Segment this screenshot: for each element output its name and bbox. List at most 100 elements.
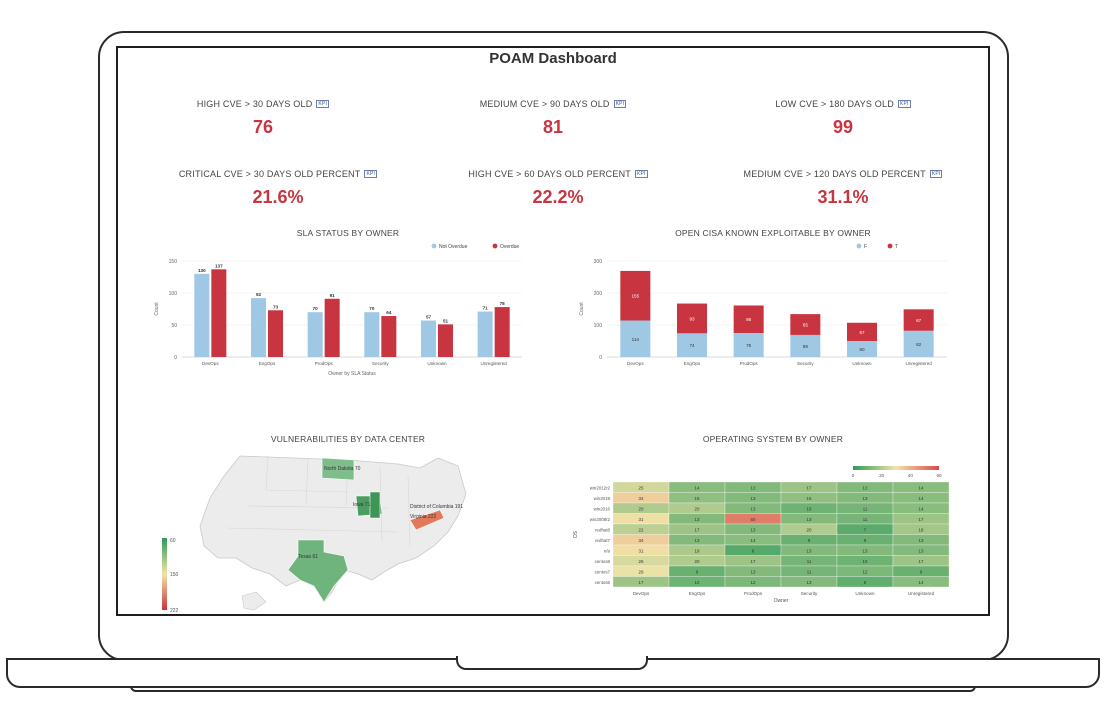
- laptop-notch: [456, 656, 648, 670]
- heatmap-cell-value: 12: [863, 569, 868, 574]
- heatmap-cell-value: 13: [863, 485, 868, 490]
- heatmap-cell-value: 10: [863, 559, 868, 564]
- heatmap-cell-value: 9: [696, 569, 699, 574]
- heatmap-cell-value: 13: [695, 538, 700, 543]
- heatmap-legend-tick: 40: [908, 473, 914, 478]
- y-tick-label: win2012r2: [590, 485, 611, 490]
- heatmap-cell-value: 34: [639, 496, 644, 501]
- y-tick-label: centos7: [595, 569, 611, 574]
- heatmap-cell-value: 20: [807, 527, 812, 532]
- heatmap-cell-value: 9: [808, 538, 811, 543]
- heatmap-cell-value: 14: [919, 506, 924, 511]
- x-tick-label: Security: [797, 361, 814, 366]
- heatmap-cell-value: 22: [639, 527, 644, 532]
- kpi-high-cve-30[interactable]: HIGH CVE > 30 DAYS OLD KPI 76: [118, 94, 408, 138]
- heatmap-cell: [892, 576, 950, 588]
- x-tick-label: Unknown: [427, 361, 447, 366]
- heatmap-cell-value: 13: [863, 496, 868, 501]
- y-tick-label: 50: [171, 323, 177, 329]
- map-labels: North Dakota 70 Iowa 71 District of Colu…: [298, 466, 463, 560]
- cisa-chart-title: OPEN CISA KNOWN EXPLOITABLE BY OWNER: [675, 228, 871, 238]
- heatmap-cell-value: 6: [752, 548, 755, 553]
- data-center-map: North Dakota 70 Iowa 71 District of Colu…: [162, 455, 467, 614]
- x-tick-label: Unregistered: [481, 361, 508, 366]
- y-tick-label: win2008r2: [590, 517, 611, 522]
- kpi-badge-icon: KPI: [897, 100, 911, 108]
- heatmap-cell-value: 14: [695, 485, 700, 490]
- y-tick-label: n/a: [604, 548, 611, 553]
- bar: [847, 322, 877, 341]
- map-title: VULNERABILITIES BY DATA CENTER: [270, 434, 426, 444]
- heatmap-cell-value: 17: [695, 527, 700, 532]
- kpi-badge-icon: KPI: [634, 170, 648, 178]
- map-legend-tick: 60: [170, 538, 176, 544]
- y-tick-label: win2019: [594, 496, 611, 501]
- heatmap-cell-value: 13: [919, 538, 924, 543]
- x-axis-label: Owner: [774, 598, 789, 604]
- kpi-value: 99: [832, 117, 854, 137]
- y-tick-label: 100: [169, 291, 178, 297]
- bar: [307, 312, 323, 357]
- bar-value-label: 67: [916, 318, 922, 323]
- bar-value-label: 64: [386, 310, 392, 315]
- x-tick-label: EngOps: [259, 361, 276, 366]
- heatmap-cell-value: 13: [807, 517, 812, 522]
- kpi-high-cve-60-percent[interactable]: HIGH CVE > 60 DAYS OLD PERCENT KPI 22.2%: [413, 164, 703, 208]
- page-title: POAM Dashboard: [489, 50, 617, 67]
- bar: [847, 341, 877, 357]
- kpi-label: HIGH CVE > 60 DAYS OLD PERCENT: [468, 169, 631, 179]
- heatmap-cell-value: 11: [863, 517, 868, 522]
- x-tick-label: ProdOps: [740, 361, 759, 366]
- bar: [324, 298, 340, 357]
- y-axis-label: Count: [154, 302, 160, 316]
- bar: [620, 270, 651, 321]
- y-tick-label: redhat7: [595, 538, 610, 543]
- heatmap-cell-value: 31: [639, 517, 644, 522]
- kpi-low-cve-180[interactable]: LOW CVE > 180 DAYS OLD KPI 99: [698, 94, 988, 138]
- bar-value-label: 51: [443, 318, 449, 323]
- bar-value-label: 74: [689, 343, 695, 348]
- x-tick-label: ProdOps: [315, 361, 334, 366]
- kpi-label: HIGH CVE > 30 DAYS OLD: [196, 99, 313, 109]
- heatmap-title: OPERATING SYSTEM BY OWNER: [702, 434, 844, 444]
- x-tick-label: DevOps: [202, 361, 219, 366]
- bar-value-label: 70: [313, 306, 319, 311]
- legend-label: F: [864, 244, 867, 250]
- kpi-critical-cve-30-percent[interactable]: CRITICAL CVE > 30 DAYS OLD PERCENT KPI 21…: [133, 164, 423, 208]
- sla-chart-title: SLA STATUS BY OWNER: [296, 228, 400, 238]
- legend-label: Not Overdue: [439, 244, 468, 250]
- heatmap-cell-value: 9: [864, 538, 867, 543]
- heatmap-cell-value: 20: [695, 506, 700, 511]
- kpi-medium-cve-120-percent[interactable]: MEDIUM CVE > 120 DAYS OLD PERCENT KPI 31.…: [698, 164, 988, 208]
- map-label: Iowa 71: [353, 502, 371, 508]
- heatmap-cell-value: 17: [919, 517, 924, 522]
- map-legend-tick: 222: [170, 608, 179, 614]
- map-label: Virginia 222: [410, 514, 437, 520]
- x-tick-label: Unregistered: [906, 361, 933, 366]
- bar-value-label: 114: [632, 337, 640, 342]
- bar: [790, 334, 821, 357]
- x-tick-label: DevOps: [633, 591, 650, 596]
- heatmap-cell-value: 13: [751, 506, 756, 511]
- heatmap-cell-value: 50: [751, 517, 756, 522]
- heatmap-cell-value: 13: [751, 485, 756, 490]
- heatmap-cell-value: 14: [919, 485, 924, 490]
- heatmap-cell-value: 9: [920, 569, 923, 574]
- heatmap-cell-value: 12: [751, 580, 756, 585]
- bar: [381, 316, 397, 357]
- y-tick-label: centos8: [595, 559, 611, 564]
- x-tick-label: EngOps: [689, 591, 706, 596]
- heatmap-cell-value: 17: [639, 580, 644, 585]
- map-label: Texas 61: [298, 554, 318, 560]
- kpi-medium-cve-90[interactable]: MEDIUM CVE > 90 DAYS OLD KPI 81: [408, 94, 698, 138]
- y-tick-label: 300: [594, 259, 603, 265]
- bar: [903, 330, 934, 357]
- x-tick-label: Security: [801, 591, 818, 596]
- heatmap-cell-value: 13: [863, 548, 868, 553]
- kpi-value: 22.2%: [532, 187, 584, 207]
- bar-value-label: 137: [215, 263, 223, 268]
- x-axis-label: Owner by SLA Status: [328, 371, 376, 377]
- os-heatmap: 0 20 40 60 win2012r2 25 14 13 17 13 14 win2019 34 15 1…: [573, 466, 950, 604]
- bar-value-label: 71: [483, 306, 489, 311]
- bar: [251, 298, 266, 357]
